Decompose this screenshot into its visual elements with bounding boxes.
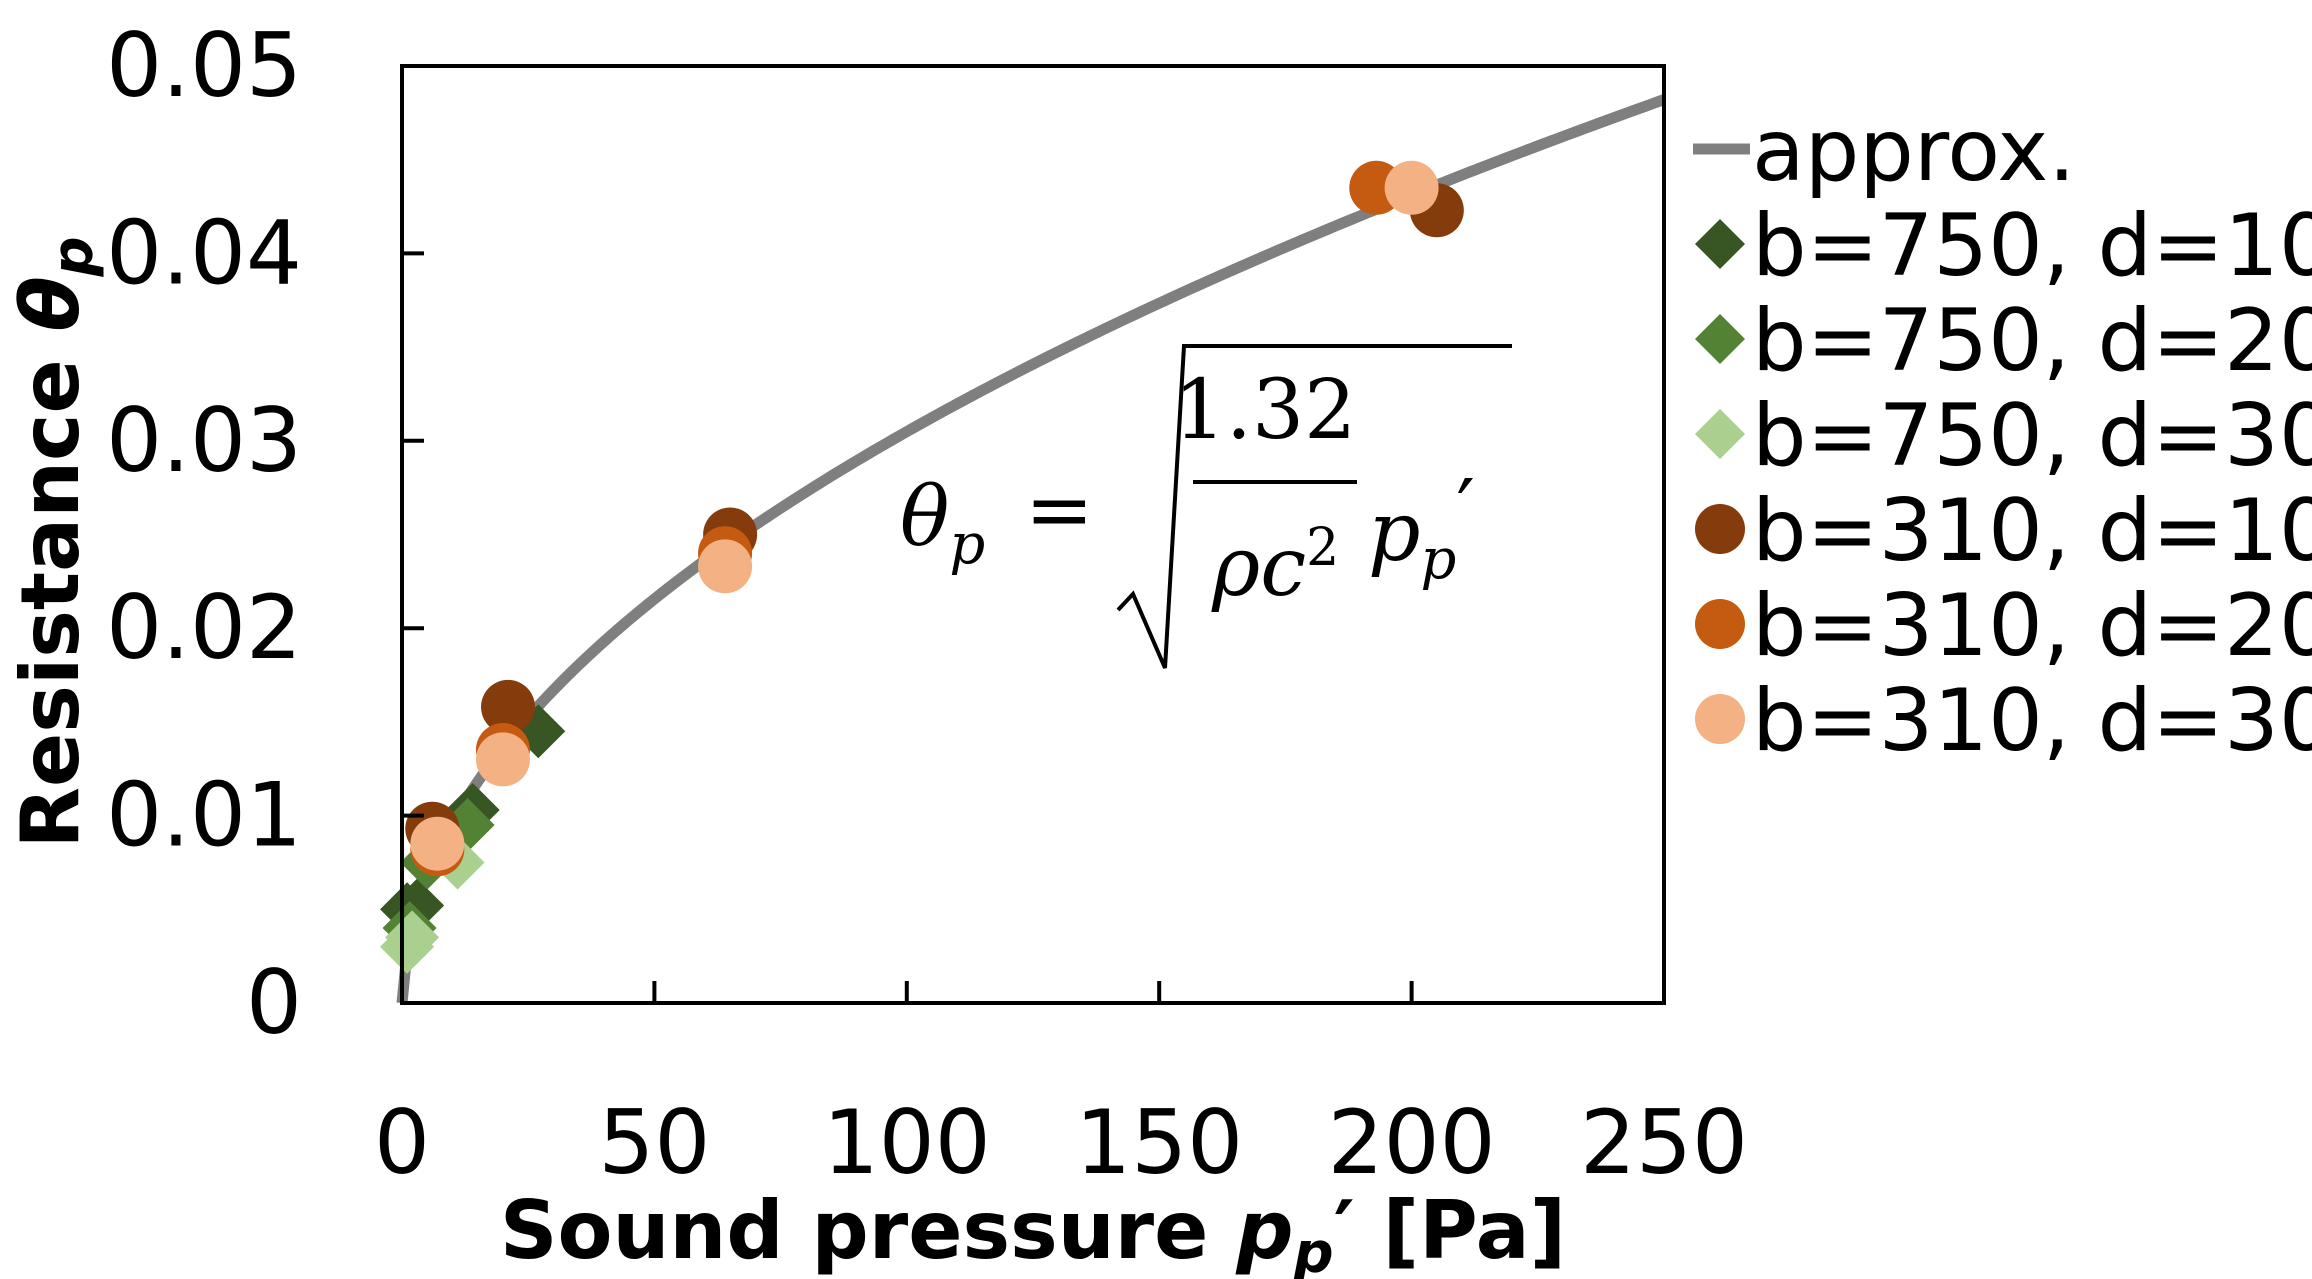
- formula-denominator-exp: 2: [1306, 518, 1339, 578]
- legend-label: approx.: [1752, 101, 2076, 201]
- legend-swatch-diamond: [1695, 219, 1745, 269]
- legend-label: b=750, d=20: [1752, 291, 2312, 391]
- circle-point: [481, 679, 536, 734]
- legend-swatch-diamond: [1695, 409, 1745, 459]
- svg-text:ρc2: ρc2: [1211, 518, 1339, 615]
- circle-point: [475, 732, 530, 787]
- legend: approx.b=750, d=10b=750, d=20b=750, d=30…: [1693, 101, 2312, 771]
- legend-swatch-circle: [1695, 504, 1745, 554]
- x-tick-label: 250: [1580, 1091, 1748, 1194]
- axis-ticks: 0 50 100 150 200 250 0 0.01 0.02 0.03 0.04 0.05: [106, 14, 1748, 1194]
- approx-curve: [396, 94, 1666, 1004]
- x-axis-title-symbol-sub: p: [1292, 1221, 1333, 1279]
- formula-lhs-sub: p: [949, 512, 985, 577]
- legend-label: b=310, d=20: [1752, 576, 2312, 676]
- legend-label: b=750, d=30: [1752, 386, 2312, 486]
- y-axis-title-symbol-sub: p: [41, 236, 106, 277]
- x-tick-label: 50: [598, 1091, 710, 1194]
- legend-label: b=750, d=10: [1752, 196, 2312, 296]
- formula-rhs: p: [1368, 485, 1421, 580]
- x-tick-label: 150: [1075, 1091, 1243, 1194]
- formula-rhs-prime: ′: [1456, 463, 1475, 558]
- x-axis-title: Sound pressure pp′ [Pa]: [500, 1184, 1566, 1279]
- y-axis-title-text: Resistance: [4, 359, 97, 848]
- plot-area: [380, 94, 1666, 1004]
- y-tick-label: 0: [246, 951, 302, 1054]
- formula-equals: =: [1025, 463, 1094, 558]
- circle-point: [410, 816, 465, 871]
- y-tick-label: 0.02: [106, 576, 302, 679]
- x-axis-title-text: Sound pressure: [500, 1184, 1208, 1277]
- svg-text:pp′: pp′: [1368, 463, 1475, 592]
- formula-lhs: θ: [900, 470, 949, 565]
- circle-point: [698, 539, 753, 594]
- legend-swatch-diamond: [1695, 314, 1745, 364]
- x-axis-title-unit: [Pa]: [1383, 1184, 1567, 1277]
- formula-numerator: 1.32: [1174, 363, 1357, 458]
- x-axis-title-prime: ′: [1334, 1184, 1355, 1277]
- diamond-point: [385, 910, 440, 965]
- y-tick-label: 0.04: [106, 201, 302, 304]
- data-points-layer: [380, 160, 1464, 974]
- legend-label: b=310, d=10: [1752, 481, 2312, 581]
- legend-swatch-circle: [1695, 599, 1745, 649]
- x-tick-label: 200: [1328, 1091, 1496, 1194]
- x-tick-label: 100: [823, 1091, 991, 1194]
- formula-radical: [1116, 344, 1512, 669]
- circle-point: [1384, 160, 1439, 215]
- x-axis-title-symbol: p: [1235, 1184, 1293, 1277]
- plot-frame: [400, 64, 1666, 1005]
- formula-denominator: ρc: [1211, 520, 1306, 615]
- y-tick-label: 0.05: [106, 14, 302, 117]
- legend-swatch-circle: [1695, 694, 1745, 744]
- y-tick-label: 0.03: [106, 389, 302, 492]
- legend-label: b=310, d=30: [1752, 671, 2312, 771]
- svg-text:θp: θp: [900, 470, 985, 577]
- y-tick-label: 0.01: [106, 764, 302, 867]
- y-axis-title-symbol: θ: [4, 276, 97, 331]
- formula-annotation: θp = 1.32 ρc2 pp′: [900, 344, 1512, 669]
- x-tick-label: 0: [374, 1091, 430, 1194]
- y-axis-title: Resistance θp: [4, 236, 106, 848]
- approx-curve-layer: [396, 94, 1666, 1004]
- formula-rhs-sub: p: [1421, 527, 1457, 592]
